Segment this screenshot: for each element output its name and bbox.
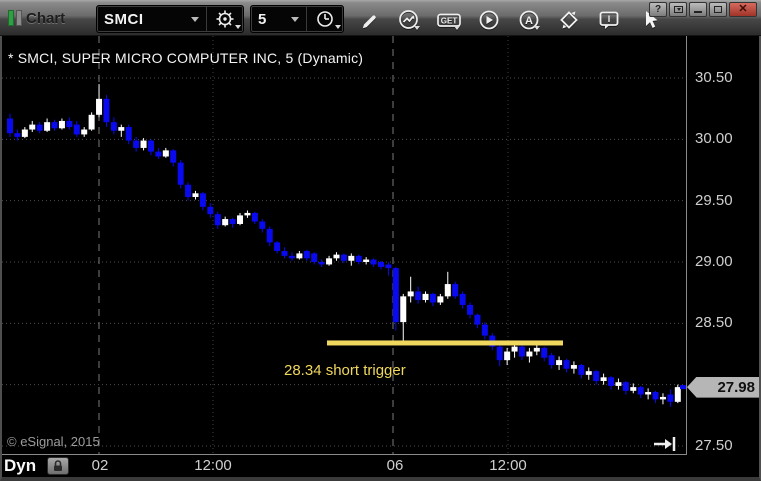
chart-app-icon bbox=[8, 10, 22, 26]
watermark: © eSignal, 2015 bbox=[7, 434, 100, 449]
price-axis-label: 28.50 bbox=[695, 314, 733, 332]
pencil-tool-button[interactable] bbox=[356, 7, 382, 33]
get-data-icon: GET bbox=[437, 13, 461, 27]
app-title: Chart bbox=[8, 0, 65, 36]
interval-value: 5 bbox=[258, 10, 267, 28]
auto-analysis-button[interactable]: A bbox=[516, 7, 542, 33]
chevron-down-icon bbox=[534, 26, 540, 30]
note-icon: I bbox=[599, 11, 619, 29]
symbol-value: SMCI bbox=[104, 10, 144, 28]
gear-icon bbox=[216, 10, 234, 28]
lock-icon[interactable] bbox=[47, 457, 69, 475]
price-axis[interactable]: 27.98 30.50 30.00 29.50 29.00 28.50 27.50 bbox=[687, 36, 761, 455]
minimize-button[interactable] bbox=[689, 2, 707, 17]
time-axis-label: 02 bbox=[91, 457, 109, 474]
chevron-down-icon bbox=[454, 26, 460, 30]
app-title-label: Chart bbox=[26, 9, 66, 27]
time-axis-label: 12:00 bbox=[194, 457, 232, 474]
minimize-icon bbox=[694, 11, 702, 13]
trend-tool-button[interactable] bbox=[396, 7, 422, 33]
maximize-button[interactable] bbox=[709, 2, 727, 17]
time-axis[interactable]: Dyn 02 12:00 06 12:00 bbox=[0, 455, 761, 478]
shapes-tool-button[interactable] bbox=[556, 7, 582, 33]
symbol-select[interactable]: SMCI bbox=[97, 6, 206, 32]
svg-text:I: I bbox=[608, 14, 611, 24]
note-tool-button[interactable]: I bbox=[596, 7, 622, 33]
auto-analysis-icon: A bbox=[519, 10, 539, 30]
help-icon: ? bbox=[654, 4, 662, 15]
shapes-icon bbox=[560, 11, 578, 29]
price-axis-label: 29.00 bbox=[695, 253, 733, 270]
interval-mode-label: Dyn bbox=[4, 456, 37, 475]
maximize-icon bbox=[714, 6, 722, 13]
chevron-down-icon bbox=[414, 26, 420, 30]
get-data-button[interactable]: GET bbox=[436, 7, 462, 33]
go-to-end-icon[interactable] bbox=[648, 434, 678, 454]
chevron-down-icon bbox=[191, 16, 199, 22]
price-axis-label: 30.00 bbox=[695, 130, 733, 148]
chart-plot[interactable] bbox=[0, 36, 761, 455]
drawing-toolbar: GET A bbox=[356, 7, 662, 33]
last-price-badge: 27.98 bbox=[687, 376, 761, 398]
chart-title: * SMCI, SUPER MICRO COMPUTER INC, 5 (Dyn… bbox=[8, 50, 364, 66]
play-icon bbox=[479, 10, 499, 30]
clock-icon bbox=[317, 11, 333, 27]
popout-button[interactable] bbox=[669, 2, 687, 17]
cursor-tool-button[interactable] bbox=[636, 7, 662, 33]
time-axis-label: 12:00 bbox=[489, 457, 527, 474]
interval-combo: 5 bbox=[250, 5, 344, 33]
price-axis-label: 29.50 bbox=[695, 191, 733, 209]
window-controls: ? ✕ bbox=[649, 2, 757, 17]
chevron-down-icon bbox=[335, 25, 341, 29]
toolbar: Chart SMCI bbox=[0, 0, 761, 36]
symbol-combo: SMCI bbox=[96, 5, 244, 33]
symbol-settings-button[interactable] bbox=[206, 6, 243, 32]
time-template-button[interactable] bbox=[306, 6, 343, 32]
close-button[interactable]: ✕ bbox=[729, 2, 757, 17]
price-axis-label: 30.50 bbox=[695, 69, 733, 86]
help-button[interactable]: ? bbox=[649, 2, 667, 17]
play-button[interactable] bbox=[476, 7, 502, 33]
time-axis-label: 06 bbox=[386, 457, 404, 474]
cursor-icon bbox=[646, 11, 658, 28]
trigger-annotation-label[interactable]: 28.34 short trigger bbox=[284, 362, 406, 379]
chevron-down-icon bbox=[291, 16, 299, 22]
svg-text:A: A bbox=[525, 15, 533, 27]
chevron-down-icon bbox=[235, 25, 241, 29]
svg-text:GET: GET bbox=[441, 17, 458, 26]
trend-line-icon bbox=[399, 10, 418, 29]
close-icon: ✕ bbox=[738, 3, 748, 15]
interval-select[interactable]: 5 bbox=[251, 6, 306, 32]
popout-icon bbox=[673, 6, 683, 13]
price-axis-label: 27.50 bbox=[695, 437, 733, 454]
pencil-icon bbox=[362, 15, 376, 29]
